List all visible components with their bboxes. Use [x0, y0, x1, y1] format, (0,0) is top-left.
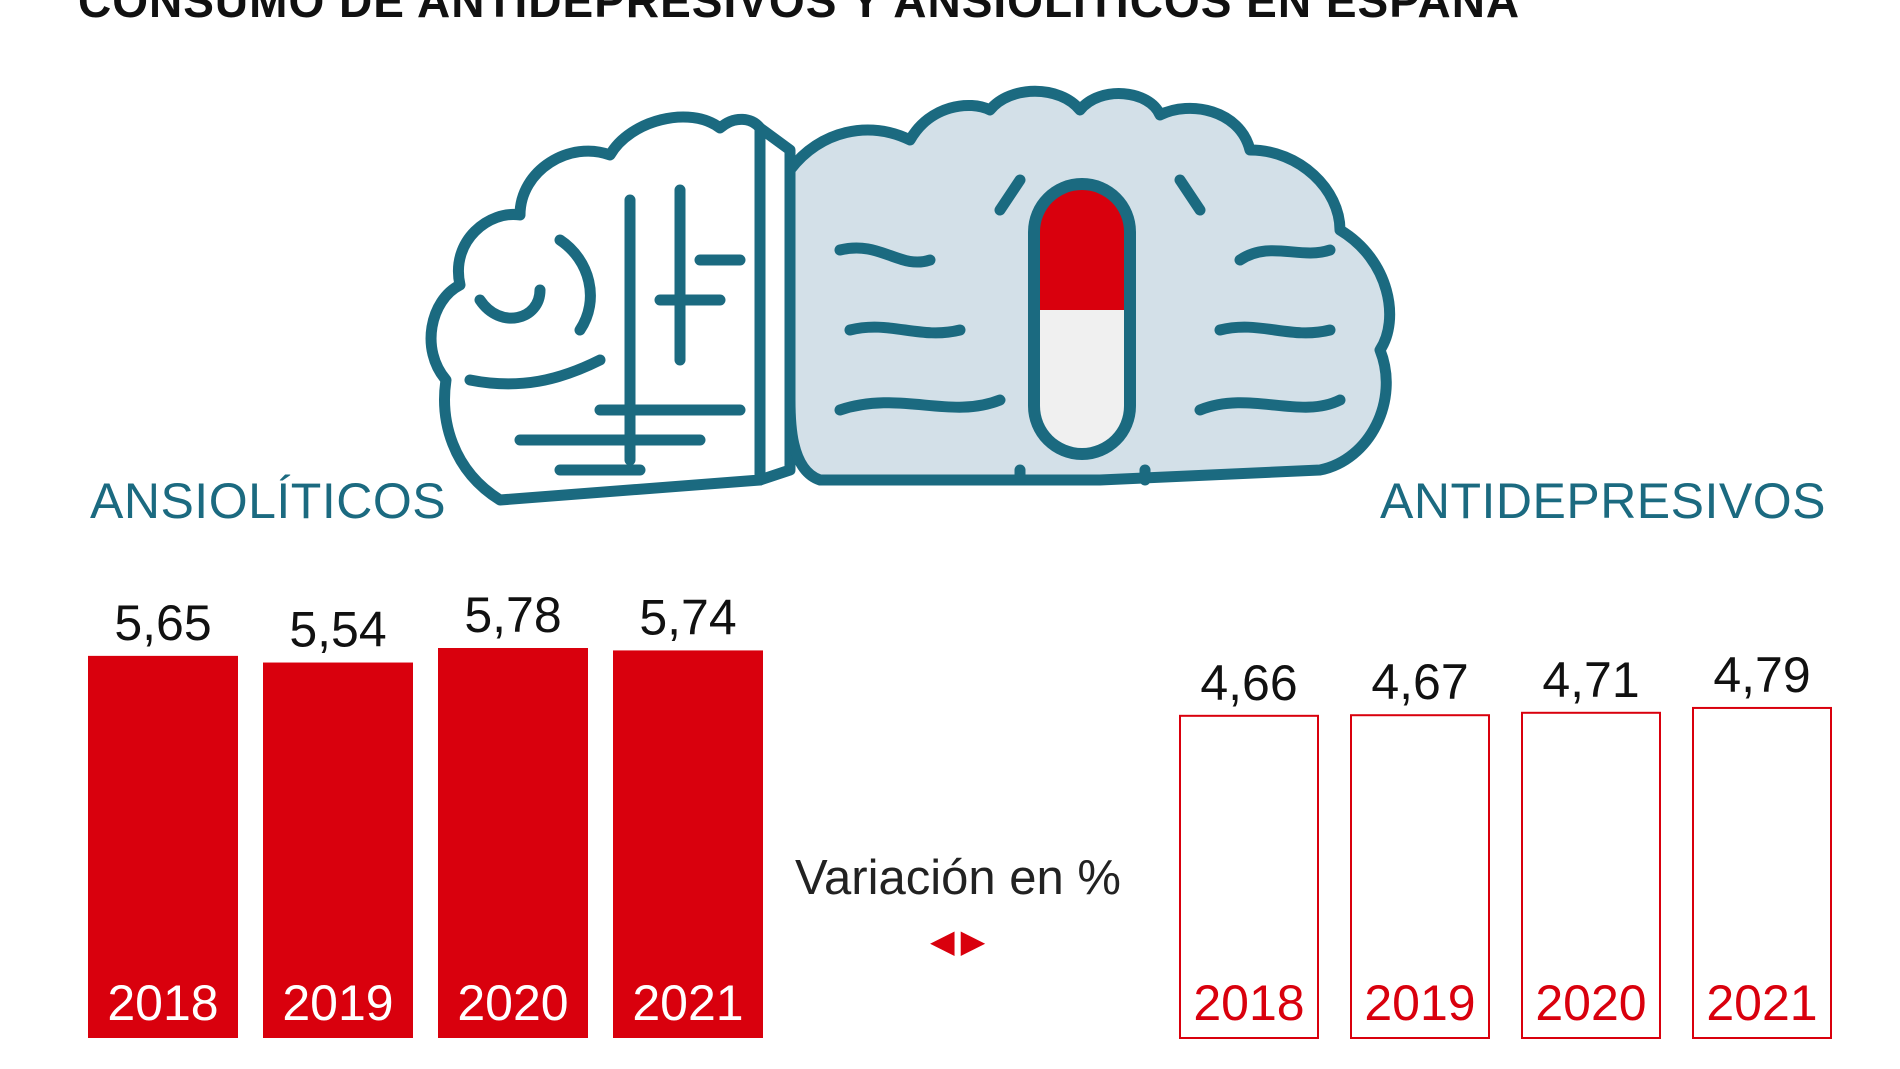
value-label: 5,54 — [289, 602, 386, 658]
category-label: 2021 — [1706, 975, 1817, 1031]
value-label: 5,65 — [114, 595, 211, 651]
category-label: 2018 — [107, 975, 218, 1031]
category-label: 2019 — [282, 975, 393, 1031]
value-label: 4,67 — [1371, 654, 1468, 710]
value-label: 4,71 — [1542, 652, 1639, 708]
bar-ansiolíticos-2019 — [263, 662, 413, 1038]
bar-antidepresivos-2020 — [1521, 711, 1661, 1039]
value-label: 4,66 — [1200, 655, 1297, 711]
capsule-icon — [1028, 178, 1136, 460]
legend-label: Variación en % — [795, 851, 1121, 905]
value-label: 5,78 — [464, 587, 561, 643]
category-label: 2019 — [1364, 975, 1475, 1031]
bar-antidepresivos-2021 — [1692, 706, 1832, 1040]
bar-ansiolíticos-2018 — [88, 655, 238, 1038]
arrow-right-icon: ▶ — [960, 923, 992, 959]
value-label: 5,74 — [639, 589, 736, 645]
bar-antidepresivos-2018 — [1179, 714, 1319, 1039]
legend-arrows: ◀▶ — [930, 922, 991, 960]
category-label: 2020 — [1535, 975, 1646, 1031]
category-label: 2021 — [632, 975, 743, 1031]
series-label-antidepresivos: ANTIDEPRESIVOS — [1380, 473, 1826, 529]
arrow-left-icon: ◀ — [930, 923, 961, 959]
category-label: 2020 — [457, 975, 568, 1031]
brain-icon — [425, 85, 1396, 506]
category-label: 2018 — [1193, 975, 1304, 1031]
bar-antidepresivos-2019 — [1350, 714, 1490, 1039]
bar-ansiolíticos-2021 — [613, 650, 763, 1038]
bar-ansiolíticos-2020 — [438, 648, 588, 1038]
value-label: 4,79 — [1713, 647, 1810, 703]
chart-title: CONSUMO DE ANTIDEPRESIVOS Y ANSIOLÍTICOS… — [78, 0, 1521, 27]
series-label-ansioliticos: ANSIOLÍTICOS — [90, 473, 447, 529]
